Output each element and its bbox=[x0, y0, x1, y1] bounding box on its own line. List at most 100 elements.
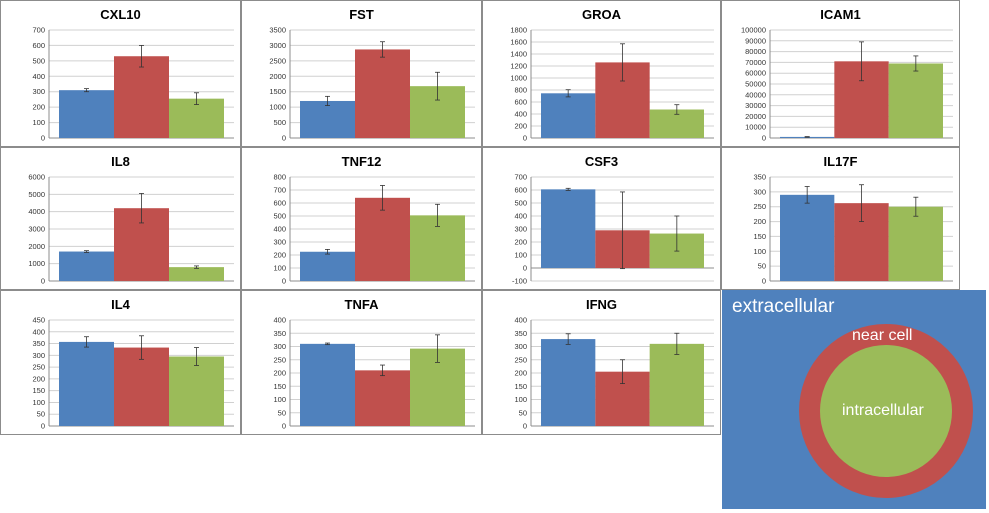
y-tick-label: 70000 bbox=[745, 58, 766, 67]
y-tick-label: 200 bbox=[32, 103, 45, 112]
bar bbox=[355, 370, 410, 426]
chart-panel-csf3: CSF3 -100 0 100 200 300 400 500 600 700 bbox=[482, 147, 721, 290]
chart-title: GROA bbox=[582, 7, 621, 22]
y-tick-label: 400 bbox=[514, 212, 527, 221]
bar bbox=[780, 194, 835, 281]
y-tick-label: 50000 bbox=[745, 80, 766, 89]
y-tick-label: 150 bbox=[514, 382, 527, 391]
y-tick-label: 300 bbox=[753, 187, 766, 196]
y-tick-label: 150 bbox=[32, 386, 45, 395]
chart-plot: 0 100 200 300 400 500 600 700 bbox=[32, 26, 234, 143]
bar bbox=[300, 100, 355, 138]
chart-plot: 0 50 100 150 200 250 300 350 400 450 bbox=[32, 316, 234, 431]
y-tick-label: 200 bbox=[514, 369, 527, 378]
y-tick-label: 2000 bbox=[28, 242, 45, 251]
y-tick-label: 200 bbox=[753, 217, 766, 226]
y-tick-label: 200 bbox=[273, 251, 286, 260]
y-tick-label: 200 bbox=[32, 374, 45, 383]
chart-title: IL4 bbox=[111, 297, 130, 312]
y-tick-label: 400 bbox=[32, 327, 45, 336]
y-tick-label: 100 bbox=[273, 264, 286, 273]
y-tick-label: 450 bbox=[32, 316, 45, 325]
y-tick-label: 80000 bbox=[745, 47, 766, 56]
bar bbox=[541, 339, 596, 426]
y-tick-label: 350 bbox=[753, 173, 766, 182]
y-tick-label: 1600 bbox=[510, 38, 527, 47]
bar bbox=[888, 63, 943, 139]
y-tick-label: 800 bbox=[273, 173, 286, 182]
y-tick-label: 1200 bbox=[510, 62, 527, 71]
bar bbox=[114, 347, 169, 426]
bar bbox=[59, 341, 114, 426]
y-tick-label: 400 bbox=[273, 225, 286, 234]
y-tick-label: 400 bbox=[273, 316, 286, 325]
y-tick-label: 50 bbox=[278, 408, 286, 417]
y-tick-label: 300 bbox=[514, 225, 527, 234]
near-cell-label: near cell bbox=[852, 327, 913, 344]
extracellular-label: extracellular bbox=[732, 296, 835, 317]
y-tick-label: 700 bbox=[32, 26, 45, 35]
y-tick-label: 250 bbox=[753, 202, 766, 211]
bar bbox=[169, 98, 224, 138]
y-tick-label: 400 bbox=[514, 316, 527, 325]
y-tick-label: 200 bbox=[514, 238, 527, 247]
y-tick-label: 250 bbox=[273, 355, 286, 364]
y-tick-label: 3000 bbox=[269, 41, 286, 50]
chart-panel-cxl10: CXL10 0 100 200 300 400 500 600 700 bbox=[0, 0, 241, 147]
y-tick-label: 0 bbox=[282, 422, 286, 431]
chart-title: IFNG bbox=[585, 297, 618, 312]
y-tick-label: 2500 bbox=[269, 56, 286, 65]
bar bbox=[355, 49, 410, 138]
y-tick-label: 0 bbox=[523, 264, 527, 273]
compartment-legend: extracellular near cell intracellular bbox=[722, 290, 986, 509]
y-tick-label: 700 bbox=[514, 173, 527, 182]
y-tick-label: 300 bbox=[32, 87, 45, 96]
y-tick-label: 700 bbox=[273, 186, 286, 195]
y-tick-label: 5000 bbox=[28, 190, 45, 199]
chart-title: CXL10 bbox=[100, 7, 141, 22]
chart-panel-groa: GROA 0 200 400 600 800 1000 1200 1400 1600 1800 bbox=[482, 0, 721, 147]
y-tick-label: 100 bbox=[753, 247, 766, 256]
chart-plot: 0 500 1000 1500 2000 2500 3000 3500 bbox=[269, 26, 475, 143]
chart-panel-il17f: IL17F 0 50 100 150 200 250 300 350 bbox=[721, 147, 960, 290]
y-tick-label: 2000 bbox=[269, 72, 286, 81]
bar bbox=[59, 251, 114, 281]
chart-plot: 0 50 100 150 200 250 300 350 bbox=[753, 173, 953, 286]
y-tick-label: 20000 bbox=[745, 112, 766, 121]
y-tick-label: 10000 bbox=[745, 123, 766, 132]
y-tick-label: 0 bbox=[523, 134, 527, 143]
bar bbox=[541, 189, 596, 268]
y-tick-label: 300 bbox=[273, 342, 286, 351]
y-tick-label: 300 bbox=[32, 351, 45, 360]
chart-title: IL17F bbox=[823, 154, 858, 169]
y-tick-label: 350 bbox=[273, 329, 286, 338]
y-tick-label: 500 bbox=[32, 56, 45, 65]
bar bbox=[541, 93, 596, 138]
y-tick-label: 350 bbox=[32, 339, 45, 348]
y-tick-label: 400 bbox=[32, 72, 45, 81]
y-tick-label: 350 bbox=[514, 329, 527, 338]
y-tick-label: 100 bbox=[32, 118, 45, 127]
y-tick-label: 600 bbox=[32, 41, 45, 50]
chart-plot: 0 1000 2000 3000 4000 5000 6000 bbox=[28, 173, 234, 286]
y-tick-label: 40000 bbox=[745, 90, 766, 99]
y-tick-label: 400 bbox=[514, 110, 527, 119]
y-tick-label: 250 bbox=[514, 355, 527, 364]
chart-panel-tnfa: TNFA 0 50 100 150 200 250 300 350 400 bbox=[241, 290, 482, 435]
y-tick-label: 100 bbox=[514, 251, 527, 260]
y-tick-label: 100 bbox=[273, 395, 286, 404]
y-tick-label: 150 bbox=[273, 382, 286, 391]
y-tick-label: 60000 bbox=[745, 69, 766, 78]
y-tick-label: -100 bbox=[512, 277, 527, 286]
intracellular-label: intracellular bbox=[842, 402, 924, 419]
bar bbox=[649, 343, 704, 426]
y-tick-label: 250 bbox=[32, 363, 45, 372]
y-tick-label: 100 bbox=[514, 395, 527, 404]
y-tick-label: 100000 bbox=[741, 26, 766, 35]
legend-graphic bbox=[722, 290, 986, 509]
y-tick-label: 600 bbox=[514, 186, 527, 195]
y-tick-label: 800 bbox=[514, 86, 527, 95]
y-tick-label: 50 bbox=[37, 410, 45, 419]
y-tick-label: 3000 bbox=[28, 225, 45, 234]
y-tick-label: 1800 bbox=[510, 26, 527, 35]
